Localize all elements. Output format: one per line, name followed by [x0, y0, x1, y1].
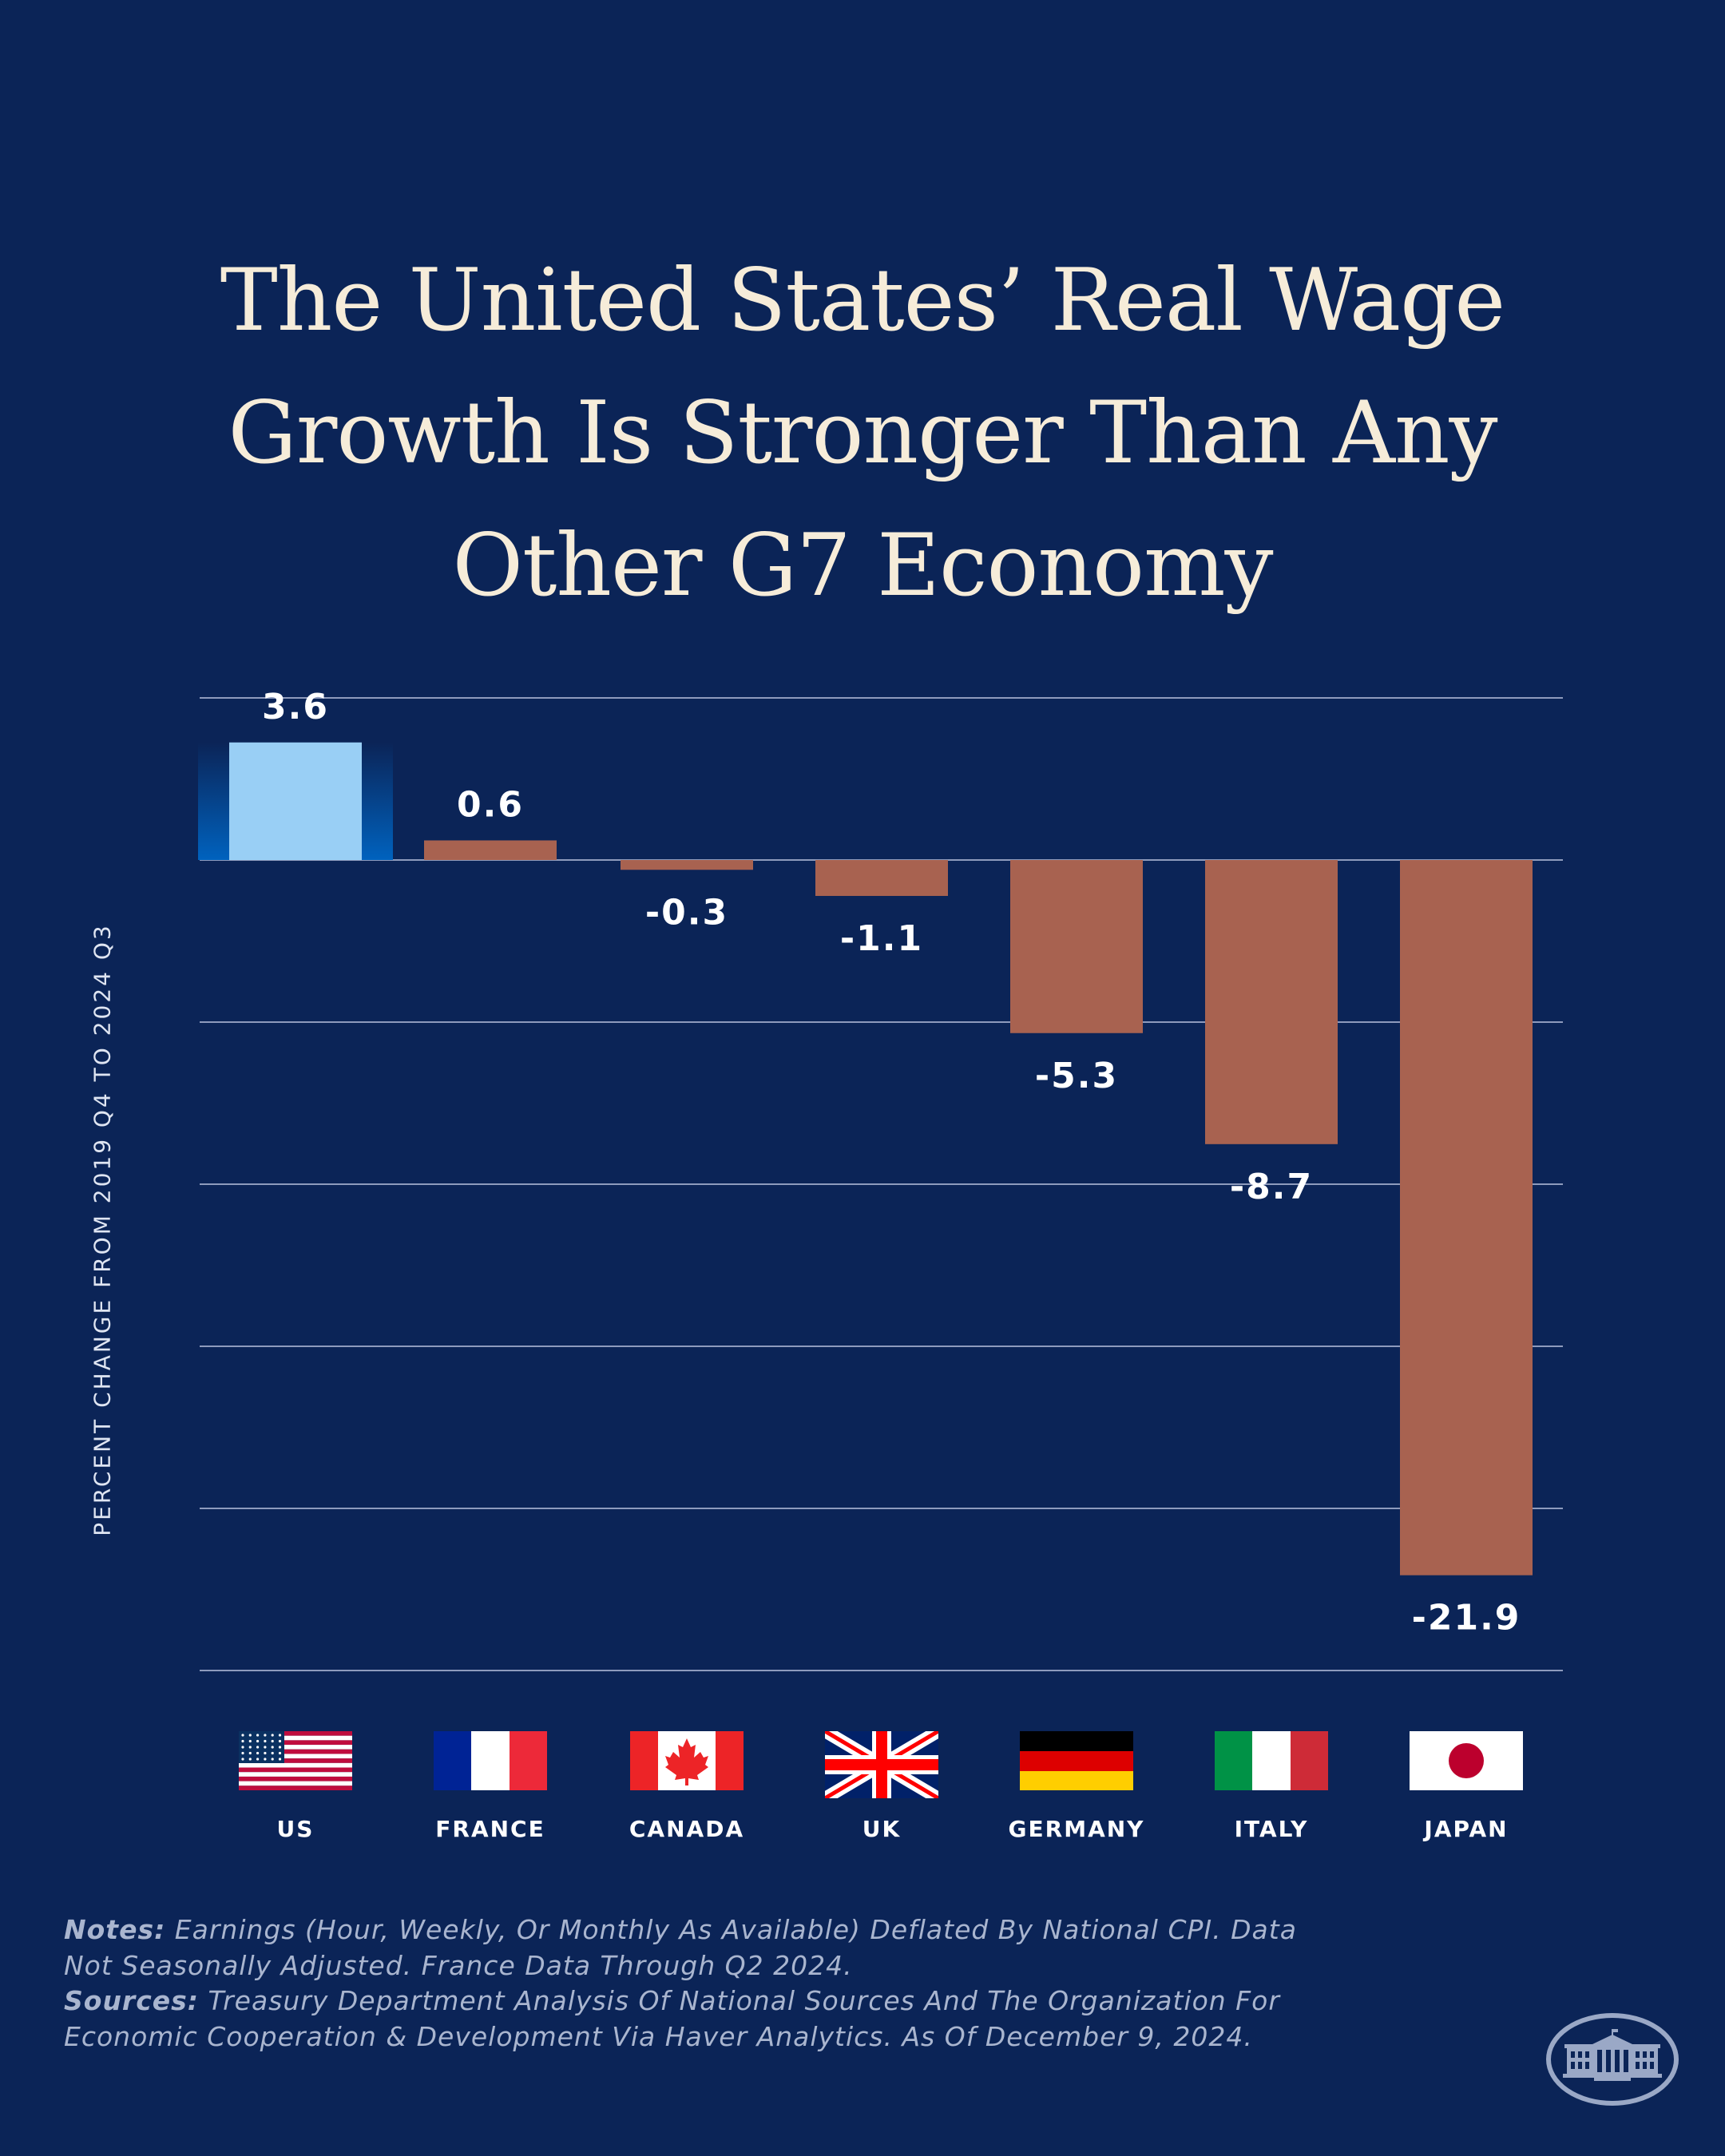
category-label: ITALY — [1234, 1816, 1309, 1842]
title-line: Growth Is Stronger Than Any — [228, 383, 1497, 484]
category-label: UK — [862, 1816, 902, 1842]
category-label: CANADA — [629, 1816, 745, 1842]
data-label: -0.3 — [645, 892, 728, 933]
canada-flag-icon — [630, 1731, 744, 1790]
title-line: The United States’ Real Wage — [220, 251, 1505, 351]
japan-flag-icon — [1410, 1731, 1523, 1790]
germany-flag-icon — [1020, 1731, 1133, 1790]
data-label: -21.9 — [1412, 1598, 1521, 1639]
category-label: GERMANY — [1008, 1816, 1145, 1842]
footnotes: Notes: Earnings (Hour, Weekly, Or Monthl… — [64, 1912, 1342, 2055]
bar-france — [424, 840, 557, 860]
france-flag-icon — [434, 1731, 547, 1790]
bar-canada — [621, 860, 753, 870]
title-line: Other G7 Economy — [452, 516, 1273, 616]
sources-label: Sources: — [64, 1985, 199, 2016]
category-label: FRANCE — [435, 1816, 545, 1842]
bar-us — [229, 742, 362, 860]
data-label: -8.7 — [1230, 1167, 1313, 1207]
data-label: -5.3 — [1035, 1056, 1118, 1096]
bar-germany — [1010, 860, 1143, 1033]
bar-uk — [815, 860, 948, 896]
white-house-logo-icon — [1546, 2013, 1679, 2106]
sources-text: Treasury Department Analysis Of National… — [64, 1985, 1280, 2052]
bar-japan — [1400, 860, 1533, 1575]
italy-flag-icon — [1215, 1731, 1328, 1790]
notes-text: Earnings (Hour, Weekly, Or Monthly As Av… — [64, 1914, 1297, 1981]
uk-flag-icon — [821, 1726, 942, 1804]
data-label: -1.1 — [840, 918, 923, 959]
category-label: JAPAN — [1424, 1816, 1509, 1842]
bar-italy — [1205, 860, 1338, 1144]
chart-title: The United States’ Real Wage Growth Is S… — [0, 235, 1725, 632]
notes-label: Notes: — [64, 1914, 166, 1945]
us-flag-icon — [239, 1731, 352, 1790]
data-label: 3.6 — [262, 687, 329, 727]
category-label: US — [276, 1816, 315, 1842]
data-label: 0.6 — [457, 784, 524, 825]
